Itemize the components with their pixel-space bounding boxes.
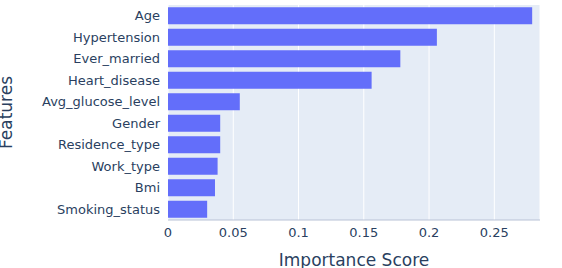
- svg-text:Avg_glucose_level: Avg_glucose_level: [42, 94, 160, 109]
- svg-text:Gender: Gender: [112, 116, 161, 131]
- svg-text:0.25: 0.25: [480, 225, 509, 240]
- svg-text:0.1: 0.1: [288, 225, 309, 240]
- svg-text:0.2: 0.2: [419, 225, 440, 240]
- svg-text:Hypertension: Hypertension: [73, 30, 160, 45]
- svg-text:0.05: 0.05: [219, 225, 248, 240]
- svg-text:Work_type: Work_type: [92, 159, 160, 174]
- svg-text:Heart_disease: Heart_disease: [68, 73, 160, 88]
- svg-text:Age: Age: [135, 8, 160, 23]
- svg-text:Features: Features: [8, 76, 16, 149]
- svg-text:0.15: 0.15: [349, 225, 378, 240]
- svg-text:Smoking_status: Smoking_status: [57, 202, 160, 217]
- svg-text:0: 0: [164, 225, 172, 240]
- svg-text:Residence_type: Residence_type: [58, 137, 160, 152]
- svg-text:Importance Score: Importance Score: [279, 250, 429, 268]
- svg-text:Ever_married: Ever_married: [73, 51, 160, 66]
- svg-text:Bmi: Bmi: [135, 180, 160, 195]
